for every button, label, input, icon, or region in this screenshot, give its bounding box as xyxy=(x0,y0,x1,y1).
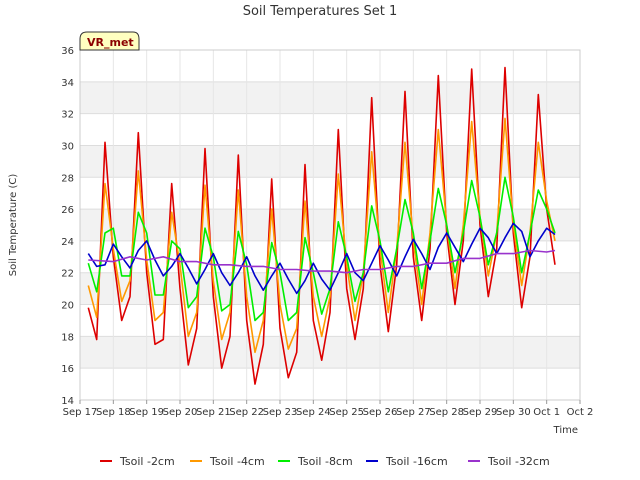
y-tick-label: 26 xyxy=(61,205,74,216)
series-line-tsoil-8cm xyxy=(87,176,556,322)
legend-label: Tsoil -2cm xyxy=(119,455,175,468)
grid-band xyxy=(80,145,580,178)
plot-frame xyxy=(79,49,581,401)
x-tick-label: Sep 25 xyxy=(329,407,364,418)
x-tick-label: Sep 24 xyxy=(296,407,331,418)
vr-met-badge: VR_met xyxy=(79,31,140,51)
legend-item: Tsoil -4cm xyxy=(190,455,265,468)
legend: Tsoil -2cm Tsoil -4cm Tsoil -8cm Tsoil -16c… xyxy=(100,455,550,468)
y-tick-label: 18 xyxy=(61,332,74,343)
legend-label: Tsoil -16cm xyxy=(385,455,448,468)
legend-item: Tsoil -32cm xyxy=(468,455,550,468)
legend-item: Tsoil -8cm xyxy=(278,455,353,468)
x-tick-label: Sep 26 xyxy=(363,407,398,418)
y-tick-label: 16 xyxy=(61,364,74,375)
x-tick-label: Sep 18 xyxy=(96,407,131,418)
x-tick-label: Sep 17 xyxy=(63,407,98,418)
legend-label: Tsoil -8cm xyxy=(297,455,353,468)
y-tick-label: 24 xyxy=(61,237,74,248)
chart-title: Soil Temperatures Set 1 xyxy=(243,4,398,19)
series-line-tsoil-16cm xyxy=(87,222,556,295)
grid-band xyxy=(80,81,580,114)
y-tick-label: 32 xyxy=(61,110,74,121)
x-tick-label: Sep 20 xyxy=(163,407,198,418)
legend-label: Tsoil -4cm xyxy=(209,455,265,468)
series-line-tsoil-32cm xyxy=(88,249,556,274)
x-tick-label: Oct 2 xyxy=(567,407,594,418)
x-tick-label: Sep 21 xyxy=(196,407,231,418)
x-tick-label: Sep 23 xyxy=(263,407,298,418)
legend-label: Tsoil -32cm xyxy=(487,455,550,468)
x-tick-label: Sep 22 xyxy=(229,407,264,418)
legend-item: Tsoil -16cm xyxy=(366,455,448,468)
x-tick-label: Sep 29 xyxy=(463,407,498,418)
plot-background xyxy=(80,50,580,400)
y-axis-label: Soil Temperature (C) xyxy=(8,174,19,277)
y-axis-ticks: 14 16 18 20 22 24 26 28 30 32 34 36 xyxy=(61,46,74,407)
y-tick-label: 20 xyxy=(61,301,74,312)
x-tick-label: Sep 27 xyxy=(396,407,431,418)
y-tick-label: 30 xyxy=(61,141,74,152)
x-tick-label: Sep 28 xyxy=(429,407,464,418)
series-layer xyxy=(87,66,556,385)
badge-label: VR_met xyxy=(87,36,134,49)
x-tick-label: Sep 19 xyxy=(129,407,164,418)
grid-band xyxy=(80,336,580,369)
legend-item: Tsoil -2cm xyxy=(100,455,175,468)
x-tick-label: Oct 1 xyxy=(533,407,560,418)
y-tick-label: 14 xyxy=(61,396,74,407)
x-tick-label: Sep 30 xyxy=(496,407,531,418)
y-tick-label: 34 xyxy=(61,78,74,89)
x-axis-label: Time xyxy=(553,425,578,436)
y-tick-label: 22 xyxy=(61,269,74,280)
y-tick-label: 36 xyxy=(61,46,74,57)
y-tick-label: 28 xyxy=(61,173,74,184)
